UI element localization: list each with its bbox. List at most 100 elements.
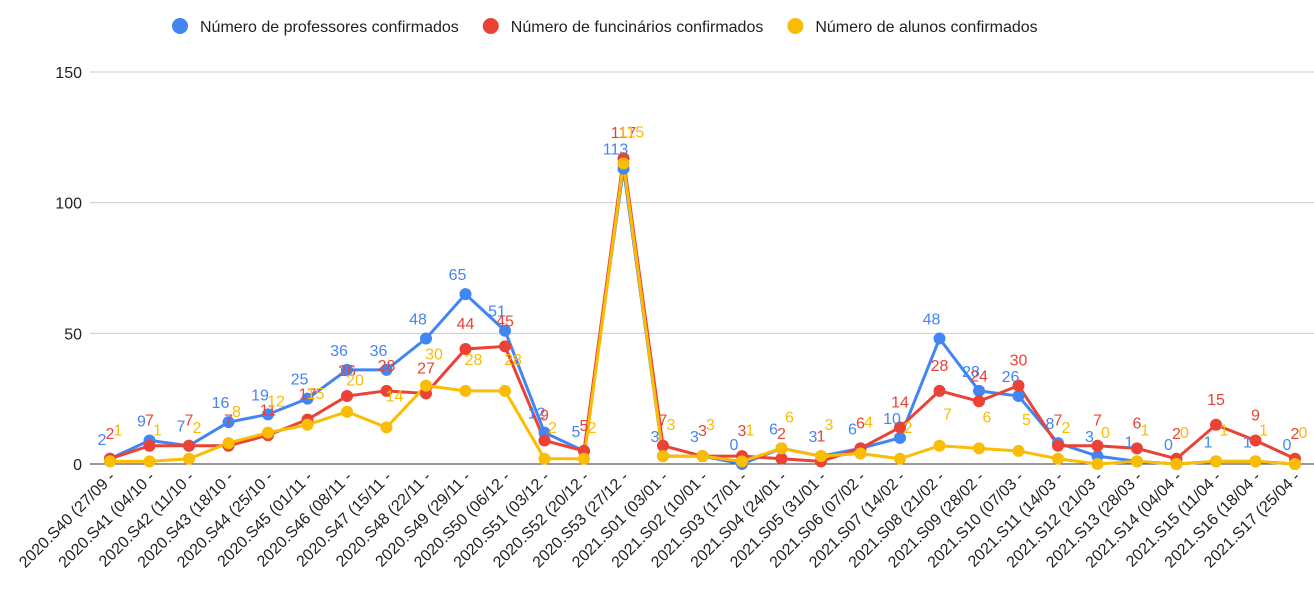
data-label: 28 — [962, 364, 980, 381]
data-label: 8 — [1046, 416, 1055, 433]
legend-label: Número de alunos confirmados — [815, 19, 1037, 36]
data-label: 1 — [746, 422, 755, 439]
data-label: 8 — [232, 404, 241, 421]
data-label: 1 — [1220, 422, 1229, 439]
data-label: 0 — [1164, 437, 1173, 454]
data-point — [222, 416, 235, 429]
data-label: 6 — [769, 421, 778, 438]
data-point — [894, 431, 906, 444]
data-label: 1 — [1243, 434, 1252, 451]
data-point — [1052, 439, 1064, 452]
data-label: 16 — [212, 395, 230, 412]
data-label: 48 — [409, 312, 427, 329]
data-point — [1012, 390, 1025, 403]
data-point — [420, 332, 432, 345]
data-label: 7 — [1093, 413, 1102, 430]
data-label: 48 — [923, 312, 941, 329]
data-point — [933, 439, 946, 452]
series-line — [110, 163, 1296, 466]
data-label: 1 — [1125, 434, 1134, 451]
data-point — [1131, 455, 1143, 468]
data-point — [1170, 458, 1183, 470]
data-label: 0 — [1180, 425, 1189, 442]
data-point — [657, 450, 669, 463]
data-label: 9 — [1251, 407, 1260, 424]
data-label: 4 — [864, 415, 873, 432]
data-point — [894, 421, 906, 434]
data-label: 6 — [1133, 415, 1142, 432]
y-tick-label: 150 — [55, 65, 82, 82]
data-label: 28 — [465, 352, 483, 369]
data-label: 15 — [1207, 392, 1225, 409]
data-label: 28 — [378, 358, 396, 375]
data-label: 3 — [698, 423, 707, 440]
data-point — [775, 442, 788, 455]
data-point — [341, 405, 353, 418]
data-label: 2 — [1062, 420, 1071, 437]
data-point — [1131, 442, 1143, 455]
data-point — [1289, 458, 1301, 470]
legend-marker — [482, 18, 499, 34]
data-label: 115 — [619, 124, 645, 141]
data-label: 6 — [983, 409, 992, 426]
y-tick-label: 50 — [64, 326, 82, 343]
data-point — [1249, 455, 1262, 468]
data-point — [1210, 455, 1222, 468]
data-label: 5 — [572, 424, 581, 441]
data-label: 10 — [883, 411, 901, 428]
data-label: 7 — [659, 413, 668, 430]
data-label: 11 — [260, 402, 277, 419]
data-label: 5 — [1022, 412, 1031, 429]
data-label: 0 — [730, 437, 739, 454]
data-label: 1 — [1204, 434, 1213, 451]
data-point — [973, 384, 985, 397]
data-label: 36 — [330, 343, 348, 360]
data-point — [301, 392, 314, 405]
data-label: 20 — [346, 373, 364, 390]
data-label: 36 — [370, 343, 388, 360]
data-point — [183, 452, 195, 465]
data-point — [973, 442, 985, 455]
data-label: 15 — [307, 386, 325, 403]
data-point — [578, 452, 590, 465]
data-label: 28 — [931, 358, 949, 375]
data-label: 3 — [1085, 429, 1094, 446]
data-label: 0 — [1299, 425, 1308, 442]
series-line — [109, 158, 1296, 463]
data-label: 12 — [528, 406, 546, 423]
data-label: 9 — [540, 407, 549, 424]
data-point — [1249, 434, 1262, 447]
data-point — [380, 384, 393, 397]
data-label: 7 — [943, 407, 952, 424]
data-label: 2 — [904, 420, 913, 437]
data-label: 5 — [580, 418, 589, 435]
data-point — [538, 452, 551, 465]
data-label: 51 — [488, 304, 506, 321]
data-point — [420, 379, 432, 392]
data-point — [341, 390, 353, 403]
data-point — [1012, 379, 1025, 392]
data-label: 28 — [504, 352, 522, 369]
data-label: 14 — [891, 394, 909, 411]
legend-marker — [787, 18, 804, 34]
series-line — [109, 168, 1296, 466]
data-point — [459, 384, 472, 397]
data-label: 24 — [970, 368, 988, 385]
data-label: 2 — [588, 420, 597, 437]
data-point — [736, 455, 748, 468]
data-label: 12 — [267, 394, 285, 411]
data-label: 65 — [449, 267, 467, 284]
data-label: 1 — [1259, 422, 1268, 439]
data-point — [538, 434, 551, 447]
data-point — [617, 157, 630, 170]
data-point — [183, 439, 195, 452]
data-point — [222, 437, 235, 450]
data-point — [143, 439, 156, 452]
data-point — [143, 455, 156, 468]
data-label: 30 — [1010, 353, 1028, 370]
data-point — [1012, 444, 1025, 457]
data-point — [854, 447, 867, 460]
data-point — [499, 384, 511, 397]
legend-label: Número de professores confirmados — [200, 19, 459, 36]
